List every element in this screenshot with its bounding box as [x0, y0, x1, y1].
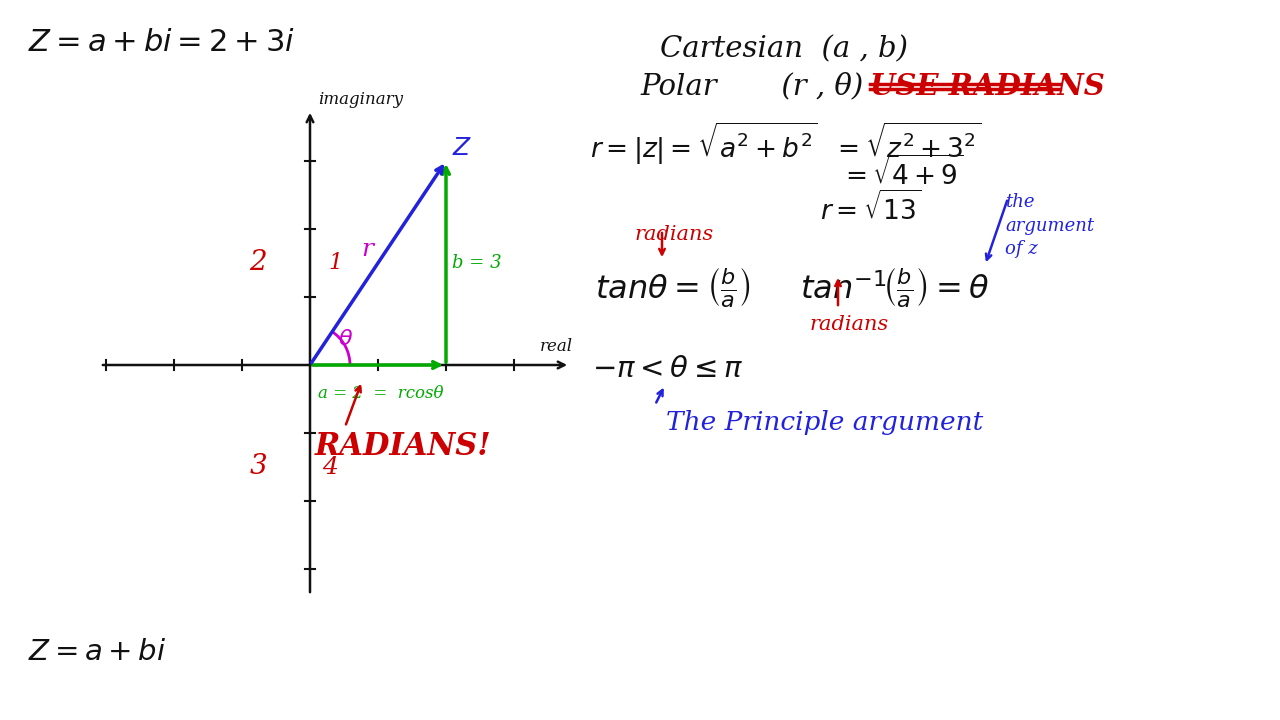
- Text: $Z = a + bi  =  2 + 3i$: $Z = a + bi = 2 + 3i$: [28, 27, 294, 58]
- Text: 4: 4: [323, 456, 338, 479]
- Text: real: real: [540, 338, 573, 355]
- Text: Polar       (r , θ): Polar (r , θ): [640, 72, 863, 100]
- Text: imaginary: imaginary: [317, 91, 403, 108]
- Text: a = 2  =  rcosθ: a = 2 = rcosθ: [317, 385, 443, 402]
- Text: r: r: [361, 238, 372, 261]
- Text: 2: 2: [250, 250, 266, 276]
- Text: Cartesian  (a , b): Cartesian (a , b): [660, 35, 908, 63]
- Text: 3: 3: [250, 454, 266, 480]
- Text: 1: 1: [328, 252, 342, 274]
- Text: radians: radians: [635, 225, 714, 244]
- Text: RADIANS!: RADIANS!: [315, 431, 492, 462]
- Text: $= \sqrt{4+9}$: $= \sqrt{4+9}$: [840, 155, 963, 189]
- Text: $r = |z| = \sqrt{a^2+b^2}$  $= \sqrt{z^2+3^2}$: $r = |z| = \sqrt{a^2+b^2}$ $= \sqrt{z^2+…: [590, 120, 982, 166]
- Text: b = 3: b = 3: [452, 254, 502, 272]
- Text: The Principle argument: The Principle argument: [666, 410, 983, 435]
- Text: $Z = a + bi$: $Z = a + bi$: [28, 638, 166, 666]
- Text: radians: radians: [810, 315, 890, 334]
- Text: $tan\theta = \left(\frac{b}{a}\right)$: $tan\theta = \left(\frac{b}{a}\right)$: [595, 265, 751, 309]
- Text: $tan^{-1}\!\left(\frac{b}{a}\right) = \theta$: $tan^{-1}\!\left(\frac{b}{a}\right) = \t…: [800, 265, 989, 309]
- Text: $Z$: $Z$: [452, 136, 472, 160]
- Text: $-\pi < \theta \leq \pi$: $-\pi < \theta \leq \pi$: [591, 355, 744, 383]
- Text: $\theta$: $\theta$: [338, 328, 353, 350]
- Text: the
argument
of z: the argument of z: [1005, 193, 1094, 258]
- Text: USE RADIANS: USE RADIANS: [870, 72, 1105, 101]
- Text: $r = \sqrt{13}$: $r = \sqrt{13}$: [820, 190, 922, 225]
